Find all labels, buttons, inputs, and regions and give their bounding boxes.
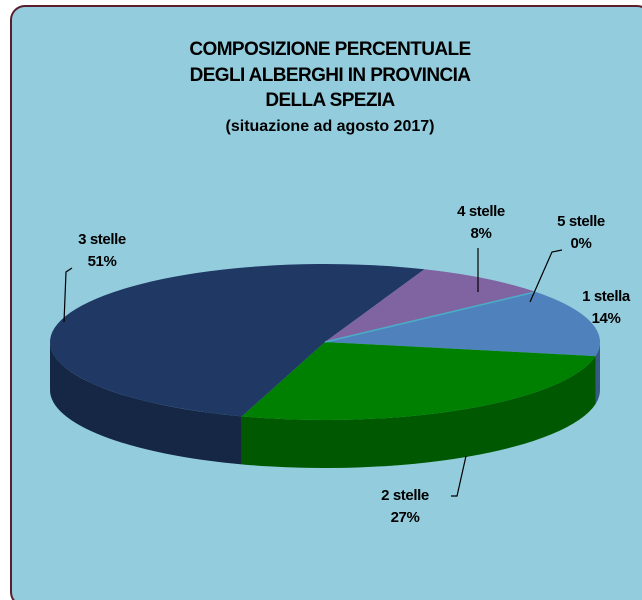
slice-label: 1 stella [582, 288, 631, 305]
leader-line [63, 267, 73, 323]
chart-title: COMPOSIZIONE PERCENTUALE [189, 39, 470, 60]
slice-side [50, 342, 242, 465]
slice-value-label: 27% [391, 509, 420, 526]
slice-label: 5 stelle [557, 213, 605, 230]
slice-side-shade [50, 342, 242, 465]
chart-subtitle: (situazione ad agosto 2017) [226, 118, 435, 135]
leader-line [529, 249, 563, 303]
slice-edge [324, 291, 536, 343]
chart-title: DEGLI ALBERGHI IN PROVINCIA [190, 65, 472, 86]
slice-label: 2 stelle [381, 487, 429, 504]
slice [325, 269, 536, 342]
slice [241, 342, 596, 420]
slice-value-label: 0% [571, 235, 592, 252]
slice-value-label: 51% [88, 253, 117, 270]
slice-label: 3 stelle [78, 231, 126, 248]
slice-side-shade [595, 342, 600, 405]
slice [49, 264, 425, 417]
chart-title: DELLA SPEZIA [265, 90, 395, 111]
leader-lines [63, 248, 563, 497]
slice-value-label: 8% [471, 225, 492, 242]
leader-line [451, 455, 467, 497]
slice-side [241, 356, 596, 469]
slice [325, 291, 600, 357]
slice-label: 4 stelle [457, 203, 505, 220]
slice-value-label: 14% [592, 310, 621, 327]
slice-side-shade [241, 356, 596, 469]
slice-side [595, 342, 600, 405]
pie [49, 264, 600, 469]
